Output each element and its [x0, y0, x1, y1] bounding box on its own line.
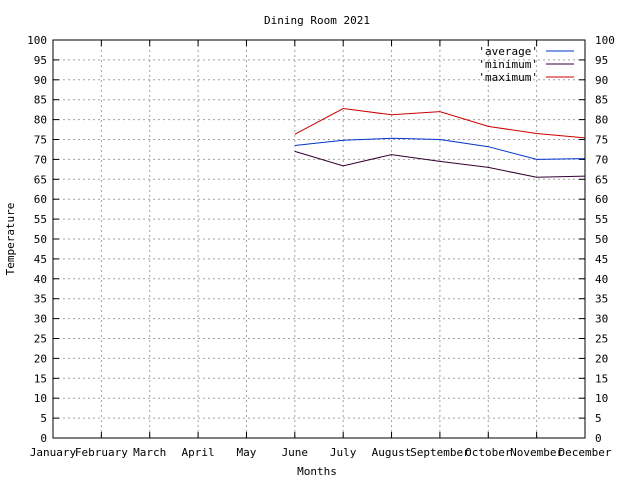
x-tick-label: February	[75, 446, 128, 459]
y-tick-label-left: 100	[27, 34, 47, 47]
x-tick-label: July	[330, 446, 357, 459]
y-tick-label-left: 45	[34, 253, 47, 266]
x-tick-label: March	[133, 446, 166, 459]
y-tick-label-right: 90	[595, 74, 608, 87]
y-tick-label-left: 75	[34, 134, 47, 147]
x-tick-label: January	[30, 446, 77, 459]
y-tick-label-right: 10	[595, 392, 608, 405]
x-axis-label: Months	[297, 465, 337, 478]
chart-title: Dining Room 2021	[264, 14, 370, 27]
y-axis-label: Temperature	[4, 203, 17, 276]
y-tick-label-right: 45	[595, 253, 608, 266]
x-tick-label: December	[559, 446, 612, 459]
y-tick-label-left: 0	[40, 432, 47, 445]
y-tick-label-left: 80	[34, 114, 47, 127]
y-tick-label-right: 0	[595, 432, 602, 445]
series-line	[294, 137, 586, 160]
y-tick-label-left: 35	[34, 293, 47, 306]
x-tick-label: November	[510, 446, 563, 459]
y-tick-label-left: 30	[34, 313, 47, 326]
x-tick-label: October	[465, 446, 512, 459]
legend: 'average''minimum''maximum'	[478, 45, 574, 84]
y-tick-label-left: 40	[34, 273, 47, 286]
y-tick-label-right: 100	[595, 34, 615, 47]
x-tick-label: September	[410, 446, 470, 459]
series-line	[294, 150, 586, 178]
y-tick-label-right: 35	[595, 293, 608, 306]
y-tick-label-left: 55	[34, 213, 47, 226]
y-tick-label-left: 65	[34, 173, 47, 186]
x-tick-label: August	[372, 446, 412, 459]
y-tick-label-right: 40	[595, 273, 608, 286]
y-tick-label-right: 80	[595, 114, 608, 127]
series-line	[294, 107, 586, 139]
y-tick-label-left: 60	[34, 193, 47, 206]
y-tick-label-right: 95	[595, 54, 608, 67]
y-tick-label-left: 85	[34, 94, 47, 107]
y-tick-label-left: 90	[34, 74, 47, 87]
x-tick-label: April	[182, 446, 215, 459]
y-tick-label-left: 25	[34, 333, 47, 346]
y-tick-label-left: 50	[34, 233, 47, 246]
y-tick-label-left: 20	[34, 352, 47, 365]
y-tick-label-left: 95	[34, 54, 47, 67]
y-tick-label-right: 15	[595, 372, 608, 385]
y-tick-label-right: 55	[595, 213, 608, 226]
y-tick-label-right: 60	[595, 193, 608, 206]
y-tick-label-right: 75	[595, 134, 608, 147]
y-tick-label-right: 20	[595, 352, 608, 365]
y-tick-label-right: 85	[595, 94, 608, 107]
y-tick-label-right: 70	[595, 153, 608, 166]
y-tick-label-left: 5	[40, 412, 47, 425]
y-tick-label-left: 10	[34, 392, 47, 405]
series-lines	[294, 107, 586, 178]
legend-label: 'maximum'	[478, 71, 538, 84]
x-tick-label: June	[282, 446, 309, 459]
plot-border	[52, 39, 586, 439]
y-tick-label-right: 30	[595, 313, 608, 326]
legend-label: 'minimum'	[478, 58, 538, 71]
y-tick-label-right: 25	[595, 333, 608, 346]
grid	[52, 39, 586, 439]
y-tick-label-left: 15	[34, 372, 47, 385]
x-tick-label: May	[237, 446, 257, 459]
y-axis-left: 0 5 10 15 20 25 30 35 40 45 50 55 60 65 70 75 80 85 90 95 10…	[27, 34, 59, 445]
y-tick-label-right: 5	[595, 412, 602, 425]
y-tick-label-left: 70	[34, 153, 47, 166]
legend-label: 'average'	[478, 45, 538, 58]
y-tick-label-right: 50	[595, 233, 608, 246]
y-tick-label-right: 65	[595, 173, 608, 186]
